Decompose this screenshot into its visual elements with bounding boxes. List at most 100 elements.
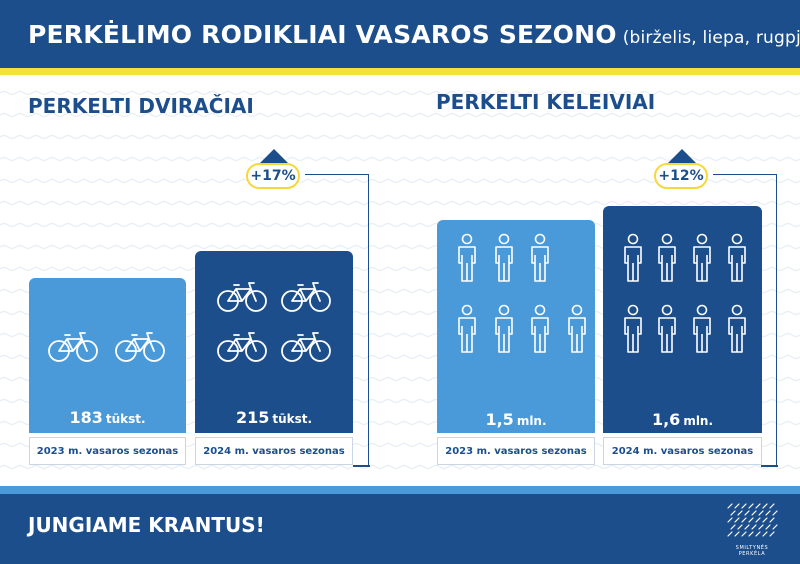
logo-dash bbox=[769, 503, 775, 509]
passengers-value-2024: 1,6 mln. bbox=[603, 410, 762, 429]
bikes-bar-2024 bbox=[195, 251, 353, 433]
logo-dash bbox=[758, 510, 764, 516]
logo-dash bbox=[741, 531, 747, 537]
passengers-value-2023-number: 1,5 bbox=[485, 410, 514, 429]
logo-dash bbox=[741, 503, 747, 509]
person-icon bbox=[624, 304, 642, 353]
wave-line bbox=[0, 134, 800, 140]
person-icon bbox=[458, 233, 476, 282]
bikes-value-2024: 215 tūkst. bbox=[195, 408, 353, 427]
logo-dash bbox=[748, 503, 754, 509]
person-icon bbox=[495, 233, 513, 282]
logo-dash bbox=[748, 517, 754, 523]
bicycle-icon bbox=[115, 332, 165, 362]
person-icon bbox=[458, 304, 476, 353]
logo-dash bbox=[741, 517, 747, 523]
bicycle-icon bbox=[48, 332, 98, 362]
logo-dash bbox=[737, 524, 743, 530]
person-icon bbox=[531, 304, 549, 353]
passengers-growth-badge: +12% bbox=[654, 163, 708, 189]
logo-dash bbox=[762, 517, 768, 523]
header-accent-stripe bbox=[0, 68, 800, 75]
logo-dash bbox=[734, 531, 740, 537]
wave-line bbox=[0, 156, 800, 162]
page-title: PERKĖLIMO RODIKLIAI VASAROS SEZONO (birže… bbox=[28, 20, 800, 49]
logo-dash bbox=[751, 524, 757, 530]
person-icon bbox=[693, 304, 711, 353]
bicycle-icon bbox=[281, 332, 331, 362]
bikes-section-title: PERKELTI DVIRAČIAI bbox=[28, 94, 254, 118]
header-bar bbox=[0, 0, 800, 68]
logo-dash bbox=[744, 524, 750, 530]
logo-dash bbox=[765, 524, 771, 530]
person-icon bbox=[728, 304, 746, 353]
logo-dash bbox=[730, 524, 736, 530]
logo-dash bbox=[744, 510, 750, 516]
logo-dash bbox=[772, 510, 778, 516]
bikes-growth-bracket-base bbox=[353, 465, 370, 467]
bikes-value-2023-number: 183 bbox=[69, 408, 103, 427]
wave-line bbox=[0, 464, 800, 470]
passengers-section-title: PERKELTI KELEIVIAI bbox=[436, 90, 656, 114]
bikes-bar-2023 bbox=[29, 278, 186, 433]
wave-line bbox=[0, 112, 800, 118]
logo-line-1: SMILTYNĖS bbox=[735, 545, 769, 551]
passengers-value-2023-unit: mln. bbox=[516, 414, 547, 428]
passengers-value-2024-number: 1,6 bbox=[651, 410, 681, 429]
person-icon bbox=[495, 304, 513, 353]
passengers-value-2023: 1,5 mln. bbox=[437, 410, 595, 429]
logo-dash bbox=[734, 503, 740, 509]
bikes-value-2024-number: 215 bbox=[235, 408, 270, 427]
logo-dash bbox=[769, 517, 775, 523]
logo-dash bbox=[758, 524, 764, 530]
logo-dash bbox=[755, 531, 761, 537]
footer-accent-stripe bbox=[0, 486, 800, 494]
person-icon bbox=[658, 233, 676, 282]
bikes-value-2023-unit: tūkst. bbox=[105, 412, 146, 426]
bicycle-icon bbox=[217, 282, 267, 312]
logo-line-2: PERKĖLA bbox=[738, 551, 766, 557]
bikes-value-2023: 183 tūkst. bbox=[29, 408, 186, 427]
logo-dash bbox=[727, 531, 733, 537]
logo-dash bbox=[727, 503, 733, 509]
logo-dash bbox=[734, 517, 740, 523]
person-icon bbox=[568, 304, 586, 353]
passengers-growth-arrow-icon bbox=[668, 149, 696, 163]
bikes-category-2023: 2023 m. vasaros sezonas bbox=[29, 437, 186, 465]
bikes-category-2024: 2024 m. vasaros sezonas bbox=[195, 437, 353, 465]
logo-dash bbox=[748, 531, 754, 537]
logo-text: SMILTYNĖS PERKĖLA bbox=[726, 545, 778, 557]
person-icon bbox=[728, 233, 746, 282]
logo-dash bbox=[737, 510, 743, 516]
person-icon bbox=[658, 304, 676, 353]
passengers-category-2023: 2023 m. vasaros sezonas bbox=[437, 437, 595, 465]
bikes-growth-badge: +17% bbox=[246, 163, 300, 189]
bikes-growth-bracket bbox=[305, 174, 369, 466]
logo-dash bbox=[730, 510, 736, 516]
bicycle-icon bbox=[217, 332, 267, 362]
person-icon bbox=[531, 233, 549, 282]
bikes-growth-arrow-icon bbox=[260, 149, 288, 163]
page-subtitle: (birželis, liepa, rugpjūtis) bbox=[622, 28, 800, 48]
logo-dash bbox=[755, 517, 761, 523]
page-title-text: PERKĖLIMO RODIKLIAI VASAROS SEZONO bbox=[28, 20, 617, 49]
passengers-growth-bracket bbox=[713, 174, 777, 466]
footer-bar bbox=[0, 494, 800, 564]
logo-dash bbox=[727, 517, 733, 523]
logo-dash bbox=[765, 510, 771, 516]
person-icon bbox=[624, 233, 642, 282]
logo-dash bbox=[762, 531, 768, 537]
wave-line bbox=[0, 200, 800, 206]
passengers-value-2024-unit: mln. bbox=[683, 414, 714, 428]
passengers-category-2024: 2024 m. vasaros sezonas bbox=[603, 437, 762, 465]
smiltynes-perkela-logo-icon bbox=[727, 503, 778, 537]
logo-dash bbox=[751, 510, 757, 516]
logo-dash bbox=[772, 524, 778, 530]
passengers-growth-bracket-base bbox=[761, 465, 778, 467]
wave-line bbox=[0, 90, 800, 96]
logo-dash bbox=[769, 531, 775, 537]
bicycle-icon bbox=[281, 282, 331, 312]
logo-dash bbox=[755, 503, 761, 509]
footer-slogan: JUNGIAME KRANTUS! bbox=[28, 513, 265, 537]
